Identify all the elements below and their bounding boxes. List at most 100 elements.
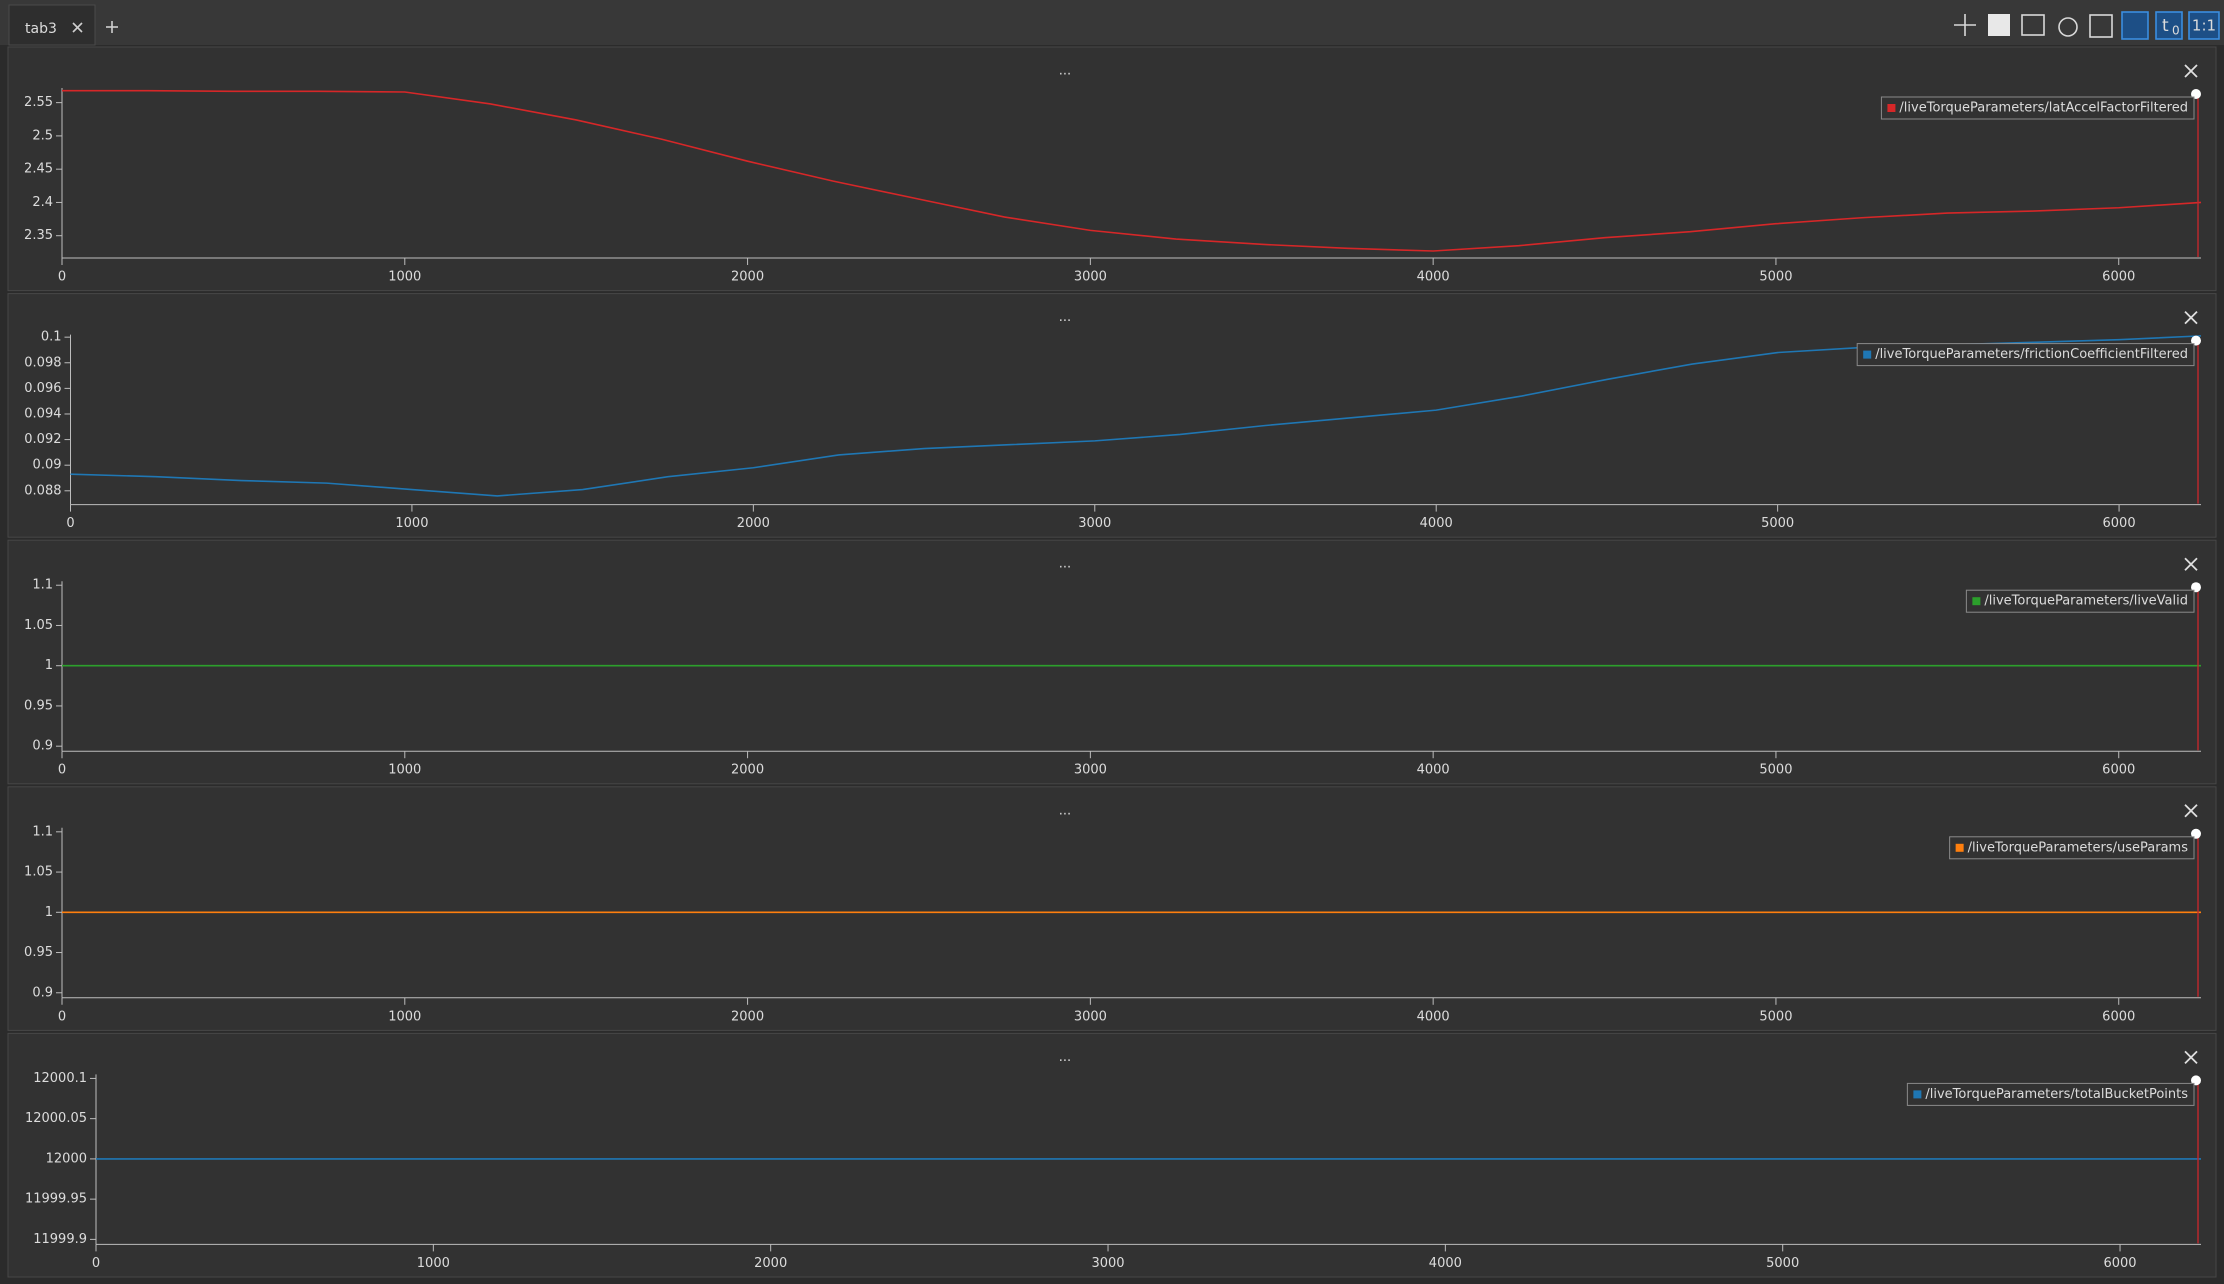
pan-tool[interactable] <box>1954 14 1976 36</box>
y-tick-label: 1 <box>45 905 53 920</box>
y-tick-label: 0.95 <box>24 945 53 960</box>
x-tick-label: 2000 <box>737 516 770 531</box>
tab-close[interactable] <box>72 22 83 33</box>
y-tick-label: 2.5 <box>32 128 53 143</box>
y-tick-label: 1.05 <box>24 618 53 633</box>
legend-box <box>1906 1082 2195 1106</box>
plot-panel <box>7 786 2217 1031</box>
legend-swatch <box>1887 104 1896 112</box>
x-tick-label: 3000 <box>1074 763 1107 778</box>
tab-label[interactable]: tab3 <box>25 21 57 37</box>
plot-title: ... <box>1059 64 1071 79</box>
plot-panel <box>7 539 2217 785</box>
legend-box <box>1880 96 2195 120</box>
close-stroke <box>2184 310 2198 325</box>
x-tick-label: 3000 <box>1074 1009 1107 1024</box>
close-stroke <box>2184 804 2198 818</box>
x-tick-label: 1000 <box>417 1256 450 1271</box>
close-plot[interactable] <box>2184 64 2198 78</box>
close-plot[interactable] <box>2184 804 2198 818</box>
y-tick-label: 0.088 <box>24 483 61 498</box>
x-tick-label: 1000 <box>388 270 421 285</box>
tab-bar <box>0 0 2224 45</box>
legend-label: /liveTorqueParameters/liveValid <box>1984 594 2188 609</box>
plot-title: ... <box>1059 557 1071 572</box>
y-tick-label: 0.95 <box>24 698 53 713</box>
x-tick-label: 1000 <box>395 516 428 531</box>
x-tick-label: 2000 <box>731 270 764 285</box>
plot-style[interactable] <box>1988 14 2010 36</box>
x-tick-label: 0 <box>66 516 74 531</box>
x-tick-label: 6000 <box>2102 1009 2135 1024</box>
legend-box <box>1856 343 2195 367</box>
legend-box <box>1949 836 2195 860</box>
link-toggle[interactable] <box>2121 11 2149 40</box>
legend-label: /liveTorqueParameters/latAccelFactorFilt… <box>1899 101 2188 116</box>
legend-label: /liveTorqueParameters/frictionCoefficien… <box>1875 347 2188 362</box>
x-tick-label: 0 <box>58 270 66 285</box>
close-stroke <box>2184 1050 2198 1065</box>
x-tick-label: 6000 <box>2103 1256 2136 1271</box>
x-tick-label: 6000 <box>2102 270 2135 285</box>
close-plot[interactable] <box>2184 310 2198 325</box>
x-tick-label: 6000 <box>2103 516 2136 531</box>
y-tick-label: 2.35 <box>24 228 53 243</box>
series-line <box>70 335 2202 497</box>
x-tick-label: 5000 <box>1766 1256 1799 1271</box>
x-tick-label: 5000 <box>1761 516 1794 531</box>
plots: ...2.352.42.452.52.550 1000 2000 3000 4000 50… <box>7 46 2217 1278</box>
x-tick-label: 3000 <box>1091 1256 1124 1271</box>
legend-toggle[interactable] <box>2021 14 2045 36</box>
zero-time-toggle[interactable] <box>2155 11 2183 40</box>
legend-box <box>1965 589 2195 613</box>
x-tick-label: 2000 <box>731 763 764 778</box>
plot-panel <box>7 1032 2217 1278</box>
legend-swatch <box>1972 597 1981 606</box>
legend-label: /liveTorqueParameters/totalBucketPoints <box>1925 1087 2188 1102</box>
y-tick-label: 1.1 <box>32 578 53 593</box>
close-plot[interactable] <box>2184 557 2198 571</box>
x-tick-label: 0 <box>92 1256 100 1271</box>
x-tick-label: 4000 <box>1417 270 1450 285</box>
y-tick-label: 0.098 <box>24 355 61 370</box>
time-symbol: t <box>2162 16 2169 36</box>
y-tick-label: 11999.95 <box>25 1192 87 1207</box>
x-tick-label: 0 <box>58 763 66 778</box>
y-tick-label: 0.09 <box>33 458 62 473</box>
ratio-toggle[interactable] <box>2188 11 2220 40</box>
toolbar <box>1954 11 2220 40</box>
time-subscript: 0 <box>2172 24 2180 38</box>
x-tick-label: 0 <box>58 1009 66 1024</box>
x-tick-label: 4000 <box>1420 516 1453 531</box>
x-tick-label: 4000 <box>1417 763 1450 778</box>
y-tick-label: 2.55 <box>24 95 53 110</box>
x-tick-label: 5000 <box>1759 270 1792 285</box>
y-tick-label: 1 <box>45 658 53 673</box>
close-stroke <box>2184 64 2198 78</box>
y-tick-label: 1.1 <box>32 824 53 839</box>
y-tick-label: 0.094 <box>24 406 61 421</box>
grid-toggle[interactable] <box>2089 14 2113 38</box>
x-tick-label: 4000 <box>1429 1256 1462 1271</box>
add-tab[interactable] <box>106 21 118 33</box>
plot-title: ... <box>1059 803 1071 818</box>
y-tick-label: 0.096 <box>24 381 61 396</box>
x-tick-label: 4000 <box>1417 1009 1450 1024</box>
x-tick-label: 5000 <box>1759 763 1792 778</box>
legend-swatch <box>1955 843 1964 852</box>
x-tick-label: 3000 <box>1074 270 1107 285</box>
y-tick-label: 1.05 <box>24 865 53 880</box>
x-tick-label: 1000 <box>388 763 421 778</box>
y-tick-label: 2.4 <box>32 195 53 210</box>
plot-title: ... <box>1059 310 1071 325</box>
x-tick-label: 5000 <box>1759 1009 1792 1024</box>
time-tool[interactable] <box>2058 17 2078 37</box>
legend-swatch <box>1913 1090 1922 1099</box>
x-tick-label: 2000 <box>731 1009 764 1024</box>
y-tick-label: 12000.05 <box>25 1111 87 1126</box>
close-plot[interactable] <box>2184 1050 2198 1065</box>
y-tick-label: 0.092 <box>24 432 61 447</box>
y-tick-label: 0.9 <box>32 739 53 754</box>
